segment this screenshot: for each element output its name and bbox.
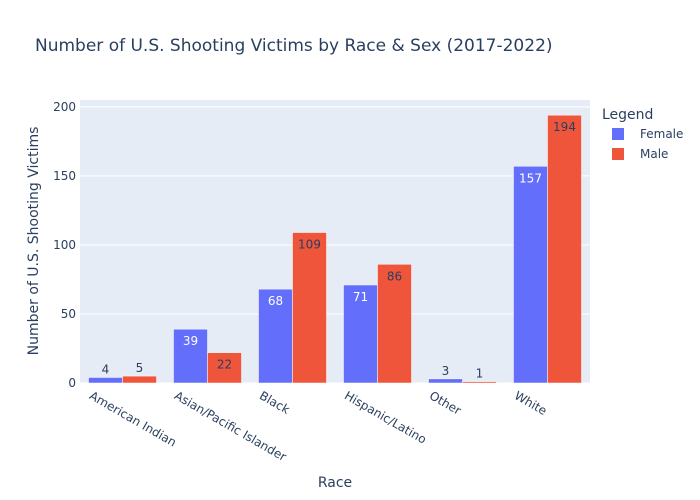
plot-background (80, 100, 590, 383)
bars-layer (88, 114, 582, 384)
bar-label: 86 (387, 269, 402, 283)
legend: Legend Female Male (602, 107, 683, 161)
bar-label: 3 (442, 364, 450, 378)
bar-male (292, 232, 327, 384)
bar-male (377, 264, 412, 384)
x-tick-label: Other (427, 388, 464, 417)
y-tick-label: 100 (53, 238, 76, 252)
bar-male (547, 114, 582, 384)
bar-label: 39 (183, 334, 198, 348)
legend-items: Female Male (612, 127, 683, 161)
legend-label-female: Female (640, 127, 683, 141)
bar-label: 109 (298, 238, 321, 252)
x-tick-label: American Indian (87, 388, 179, 449)
legend-title: Legend (602, 107, 653, 123)
bar-label: 22 (217, 358, 232, 372)
gridlines (80, 106, 590, 384)
chart-title: Number of U.S. Shooting Victims by Race … (35, 36, 553, 56)
bar-female (513, 166, 548, 384)
legend-swatch-female (612, 128, 624, 140)
bar-label: 4 (102, 362, 110, 376)
bar-female (88, 377, 123, 384)
bar-label: 1 (476, 367, 484, 381)
bar-labels-layer: 4 5 39 22 68 109 71 86 3 1 157 194 (102, 120, 576, 380)
bar-female (173, 328, 208, 384)
y-tick-label: 50 (61, 307, 76, 321)
x-axis-title: Race (318, 475, 352, 491)
bar-male (462, 381, 497, 384)
legend-label-male: Male (640, 147, 668, 161)
y-axis-ticks: 0 50 100 150 200 (53, 100, 76, 390)
bar-female (343, 284, 378, 384)
y-tick-label: 200 (53, 100, 76, 114)
y-tick-label: 150 (53, 169, 76, 183)
bar-label: 5 (136, 361, 144, 375)
bar-male (207, 352, 242, 384)
bar-label: 68 (268, 294, 283, 308)
x-tick-label: Black (257, 388, 292, 416)
bar-label: 157 (519, 171, 542, 185)
x-tick-label: Hispanic/Latino (342, 388, 429, 446)
y-axis-title: Number of U.S. Shooting Victims (26, 127, 42, 356)
bar-label: 71 (353, 290, 368, 304)
bar-label: 194 (553, 120, 576, 134)
x-tick-label: White (512, 388, 549, 418)
y-tick-label: 0 (68, 376, 76, 390)
bar-male (122, 375, 157, 384)
bar-female (258, 288, 293, 384)
legend-swatch-male (612, 148, 624, 160)
bar-female (428, 378, 463, 384)
